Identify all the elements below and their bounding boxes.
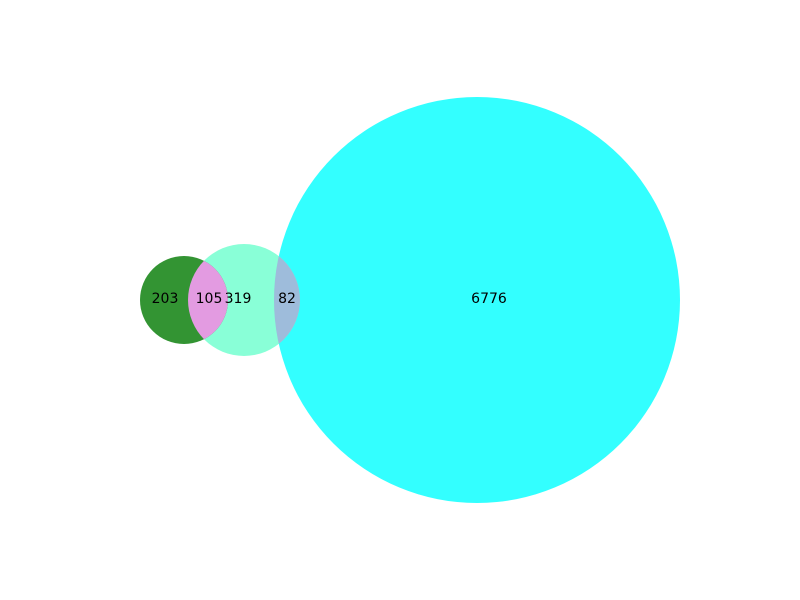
- region-b-only-count: 319: [225, 291, 252, 307]
- region-b-and-c-count: 82: [278, 291, 296, 307]
- region-c-only-count: 6776: [471, 291, 507, 307]
- set-c-circle: [274, 97, 680, 503]
- region-a-and-b-count: 105: [196, 291, 223, 307]
- set-a-b-overlap: [188, 256, 228, 344]
- region-a-only-count: 203: [152, 291, 179, 307]
